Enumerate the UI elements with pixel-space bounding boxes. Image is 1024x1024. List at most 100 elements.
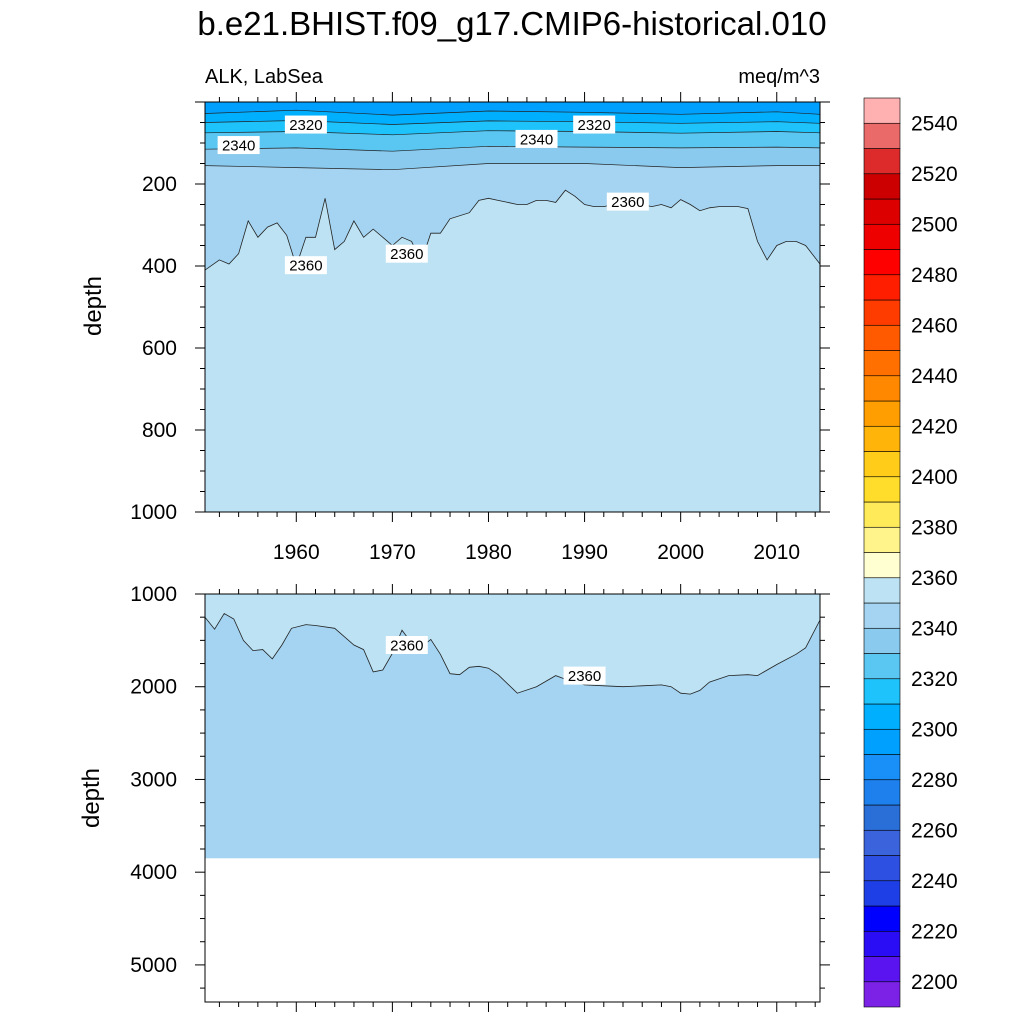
x-tick-label: 1990 [561, 541, 608, 564]
y-tick-label: 400 [142, 255, 177, 278]
plot-frame [204, 593, 821, 1003]
colorbar: 2200 2220 2240 2260 2280 2300 2320 2340 2360 2380… [863, 97, 958, 1008]
y-tick-label: 1000 [130, 583, 177, 606]
y-tick-label: 4000 [130, 861, 177, 884]
colorbar-box [863, 324, 901, 351]
contour-label: 2360 [606, 192, 649, 211]
y-tick-label: 600 [142, 337, 177, 360]
bottom-panel: 2360 2360 1000 2000 3000 4000 5000 [130, 583, 830, 1012]
colorbar-label: 2220 [911, 920, 958, 943]
colorbar-label: 2540 [911, 112, 958, 135]
y-tick-label: 5000 [130, 954, 177, 977]
colorbar-label: 2200 [911, 971, 958, 994]
colorbar-box [863, 779, 901, 806]
x-axis-ticks [218, 584, 816, 1012]
colorbar-box [863, 451, 901, 478]
contour-label: 2340 [515, 129, 558, 148]
colorbar-box [863, 905, 901, 932]
colorbar-label: 2320 [911, 668, 958, 691]
contour-label: 2360 [385, 636, 428, 655]
colorbar-label: 2240 [911, 870, 958, 893]
y-tick-label: 800 [142, 419, 177, 442]
colorbar-box [863, 930, 901, 957]
colorbar-box [863, 148, 901, 175]
contour-label-text: 2340 [222, 138, 255, 155]
colorbar-box [863, 274, 901, 301]
colorbar-label: 2460 [911, 314, 958, 337]
colorbar-label: 2400 [911, 466, 958, 489]
main-title: b.e21.BHIST.f09_g17.CMIP6-historical.010 [197, 5, 826, 42]
y-tick-label: 2000 [130, 676, 177, 699]
x-axis-ticks [218, 92, 816, 522]
colorbar-box [863, 653, 901, 680]
y-tick-label: 3000 [130, 768, 177, 791]
colorbar-box [863, 728, 901, 755]
colorbar-box [863, 173, 901, 200]
left-string: ALK, LabSea [205, 66, 324, 88]
colorbar-label: 2500 [911, 213, 958, 236]
contour-label-text: 2360 [390, 638, 423, 655]
contour-label: 2360 [385, 244, 428, 263]
contour-label-text: 2360 [289, 258, 322, 275]
contour-label-text: 2320 [577, 117, 610, 134]
x-tick-label: 2010 [753, 541, 800, 564]
y-axis-ticks [195, 593, 830, 989]
colorbar-box [863, 198, 901, 225]
colorbar-box [863, 678, 901, 705]
colorbar-box [863, 476, 901, 503]
top-panel: 2320 2340 2340 2320 2360 2360 2360 1960 1970 1980… [130, 92, 830, 564]
colorbar-label: 2380 [911, 516, 958, 539]
fill-band-2360 [205, 594, 820, 695]
contour-label: 2340 [217, 136, 260, 155]
contour-label-text: 2360 [611, 194, 644, 211]
colorbar-box [863, 223, 901, 250]
colorbar-box [863, 956, 901, 983]
x-tick-label: 1970 [369, 541, 416, 564]
colorbar-box [863, 981, 901, 1008]
y-tick-label: 1000 [130, 501, 177, 524]
contour-line-2350 [205, 163, 820, 171]
contour-label-text: 2360 [568, 668, 601, 685]
colorbar-box [863, 552, 901, 579]
colorbar-box [863, 577, 901, 604]
colorbar-box [863, 627, 901, 654]
colorbar-box [863, 501, 901, 528]
colorbar-box [863, 122, 901, 149]
colorbar-box [863, 703, 901, 730]
contour-label: 2320 [284, 115, 327, 134]
colorbar-box [863, 97, 901, 124]
colorbar-box [863, 804, 901, 831]
colorbar-box [863, 375, 901, 402]
colorbar-label: 2480 [911, 264, 958, 287]
colorbar-box [863, 299, 901, 326]
contour-label-text: 2340 [520, 131, 553, 148]
contour-label-text: 2320 [289, 117, 322, 134]
colorbar-box [863, 249, 901, 276]
contour-label: 2360 [563, 666, 606, 685]
x-tick-label: 1960 [273, 541, 320, 564]
contour-label: 2320 [573, 115, 616, 134]
colorbar-label: 2300 [911, 718, 958, 741]
colorbar-label: 2520 [911, 163, 958, 186]
y-axis-ticks [195, 101, 830, 513]
colorbar-label: 2440 [911, 365, 958, 388]
contour-line-2360 [205, 189, 820, 271]
colorbar-label: 2280 [911, 769, 958, 792]
contour-line-2310 [205, 109, 820, 116]
colorbar-label: 2260 [911, 819, 958, 842]
colorbar-box [863, 400, 901, 427]
colorbar-label: 2360 [911, 567, 958, 590]
right-string: meq/m^3 [738, 66, 820, 88]
colorbar-box [863, 880, 901, 907]
colorbar-box [863, 602, 901, 629]
contour-label: 2360 [284, 256, 327, 275]
y-tick-label: 200 [142, 173, 177, 196]
colorbar-box [863, 350, 901, 377]
colorbar-box [863, 526, 901, 553]
colorbar-box [863, 425, 901, 452]
colorbar-box [863, 754, 901, 781]
contour-label-text: 2360 [390, 246, 423, 263]
x-tick-label: 2000 [657, 541, 704, 564]
colorbar-label: 2420 [911, 415, 958, 438]
